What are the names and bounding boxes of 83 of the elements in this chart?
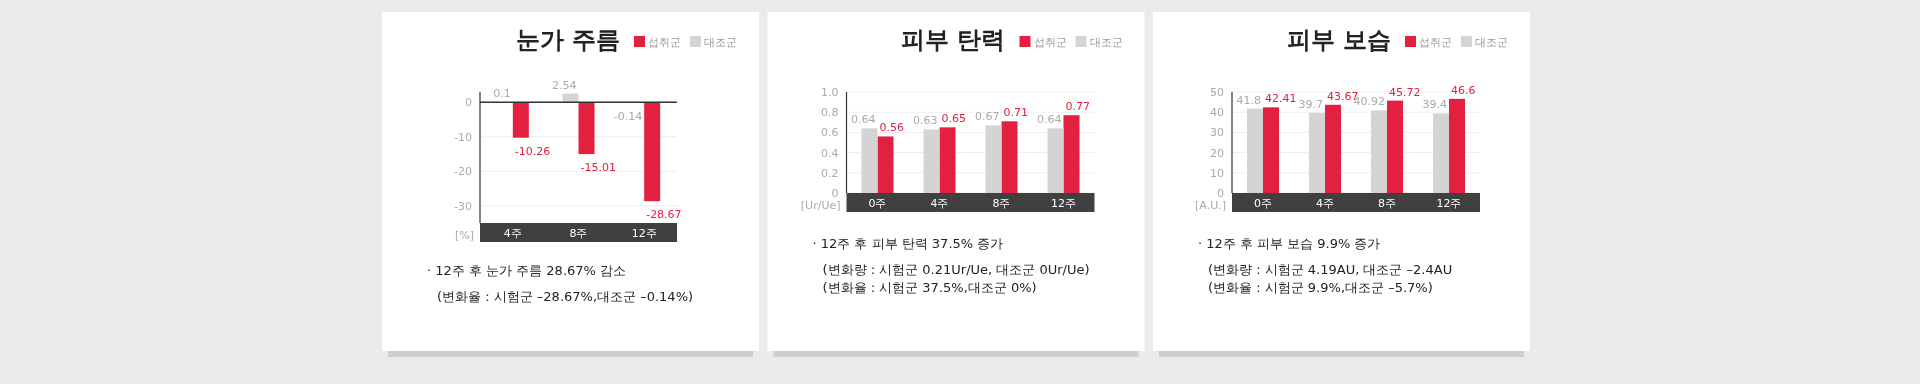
x-tick-label: 0주 — [1254, 197, 1272, 210]
bar — [985, 125, 1002, 193]
text: (변화량 : 시험군 0.21Ur/Ue, 대조군 0Ur/Ue) — [822, 262, 1090, 277]
bar — [1371, 110, 1387, 193]
legend-label: 대조군 — [704, 36, 737, 49]
text: · 12주 후 피부 탄력 37.5% 증가 — [812, 236, 1004, 251]
bar — [939, 127, 956, 193]
bar — [1325, 104, 1341, 193]
x-tick-label: 12주 — [1051, 197, 1076, 210]
chart-title: 피부 보습 — [1286, 26, 1391, 54]
bar — [1433, 113, 1449, 193]
y-tick-label: 0.4 — [821, 146, 839, 160]
y-tick-label: 20 — [1210, 146, 1224, 160]
data-label: 0.64 — [1037, 113, 1062, 127]
data-label: 0.77 — [1065, 100, 1090, 114]
data-label: 39.7 — [1298, 97, 1323, 111]
data-label: -0.14 — [613, 109, 643, 123]
data-label: 2.54 — [552, 78, 577, 92]
bar — [1449, 98, 1465, 193]
data-label: 0.67 — [975, 110, 1000, 124]
y-tick-label: 30 — [1210, 126, 1224, 140]
y-tick-label: 10 — [1210, 166, 1224, 180]
bar — [1263, 107, 1279, 193]
data-label: 0.71 — [1003, 106, 1028, 120]
bar — [1309, 112, 1325, 193]
y-tick-label: 50 — [1210, 86, 1224, 99]
y-axis-title: [A.U.] — [1195, 199, 1226, 212]
y-axis-title: [Ur/Ue] — [800, 199, 841, 212]
x-tick-label: 0주 — [868, 197, 887, 210]
data-label: 41.8 — [1236, 93, 1261, 107]
bar — [1247, 108, 1263, 193]
text: (변화량 : 시험군 4.19AU, 대조군 –2.4AU — [1208, 262, 1453, 277]
legend-label: 섭취군 — [648, 36, 681, 49]
legend-label: 대조군 — [1475, 36, 1508, 49]
text: (변화율 : 시험군 9.9%,대조군 –5.7%) — [1208, 280, 1433, 295]
x-tick-label: 8주 — [992, 197, 1011, 210]
chart-title: 눈가 주름 — [515, 26, 620, 54]
y-tick-label: 40 — [1210, 106, 1224, 120]
legend-label: 섭취군 — [1033, 36, 1067, 49]
data-label: 42.41 — [1265, 92, 1297, 106]
y-tick-label: 0.8 — [821, 106, 839, 120]
x-tick-label: 8주 — [1378, 197, 1396, 210]
y-axis-title: [%] — [454, 229, 474, 242]
x-tick-label: 12주 — [631, 227, 657, 240]
text: (변화율 : 시험군 37.5%,대조군 0%) — [822, 280, 1037, 295]
bar — [1047, 128, 1064, 193]
y-tick-label: 0 — [1217, 187, 1224, 200]
legend-label: 대조군 — [1089, 36, 1123, 49]
data-label: 0.63 — [913, 114, 938, 128]
y-tick-label: 1.0 — [821, 86, 839, 99]
data-label: 0.65 — [941, 112, 966, 126]
bar — [923, 129, 940, 193]
y-tick-label: 0.2 — [821, 166, 839, 180]
data-label: -28.67 — [646, 208, 682, 222]
x-tick-label: 8주 — [569, 227, 588, 240]
chart-title: 피부 탄력 — [901, 26, 1006, 54]
legend-label: 섭취군 — [1419, 36, 1452, 49]
data-label: 0.56 — [879, 121, 904, 135]
bar — [877, 136, 894, 193]
data-label: 39.4 — [1422, 98, 1447, 112]
bar — [861, 128, 878, 193]
data-label: 45.72 — [1389, 85, 1421, 99]
bar — [1063, 115, 1080, 193]
bar — [1001, 121, 1018, 193]
x-tick-label: 4주 — [930, 197, 949, 210]
text: (변화율 : 시험군 –28.67%,대조군 –0.14%) — [437, 289, 694, 304]
y-tick-label: -20 — [454, 165, 472, 179]
x-tick-label: 4주 — [503, 227, 522, 240]
x-tick-label: 4주 — [1316, 197, 1334, 210]
data-label: -15.01 — [580, 161, 616, 175]
text: · 12주 후 피부 보습 9.9% 증가 — [1198, 236, 1381, 251]
x-tick-label: 12주 — [1436, 197, 1462, 210]
data-label: 0.64 — [851, 113, 876, 127]
y-tick-label: -10 — [454, 130, 472, 144]
y-tick-label: 0.6 — [821, 126, 839, 140]
data-label: 0.1 — [493, 87, 511, 100]
text: · 12주 후 눈가 주름 28.67% 감소 — [427, 263, 627, 278]
y-tick-label: 0 — [831, 187, 839, 200]
y-tick-label: 0 — [465, 96, 472, 110]
data-label: 46.6 — [1451, 83, 1476, 97]
y-tick-label: -30 — [454, 199, 472, 213]
bar — [1387, 100, 1403, 193]
data-label: -10.26 — [514, 144, 551, 158]
